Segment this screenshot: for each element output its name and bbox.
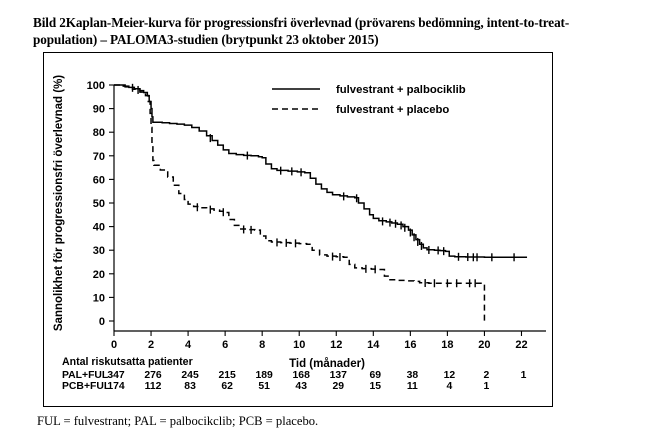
y-axis-tick-label: 80 (93, 127, 105, 139)
x-axis-tick-label: 10 (293, 339, 305, 351)
risk-table-cell: 15 (370, 381, 382, 392)
risk-table-row-label: PAL+FUL (62, 370, 109, 381)
legend-label-placebo: fulvestrant + placebo (336, 104, 449, 116)
risk-table-cell: 189 (256, 370, 274, 381)
x-axis-tick-label: 8 (259, 339, 265, 351)
y-axis-tick-label: 0 (99, 316, 105, 328)
risk-table-cell: 112 (145, 381, 162, 392)
y-axis-tick-label: 30 (93, 245, 105, 257)
risk-table-cell: 51 (258, 381, 270, 392)
chart-frame: 0 10 20 30 40 50 60 70 80 90 100 Sannolikhet för pr… (43, 52, 553, 407)
x-axis-tick-label: 0 (111, 339, 117, 351)
x-axis-tick-label: 16 (404, 339, 416, 351)
risk-table-cell: 137 (330, 370, 348, 381)
x-axis-tick-label: 2 (148, 339, 154, 351)
figure-footnote: FUL = fulvestrant; PAL = palbocikclib; P… (37, 414, 319, 428)
risk-table-cell: 11 (407, 381, 418, 392)
risk-table-cell: 4 (447, 381, 453, 392)
y-axis-title: Sannolikhet för progressionsfri överlevn… (53, 75, 65, 331)
risk-table-cell: 38 (407, 370, 419, 381)
risk-table-cell: 2 (484, 370, 490, 381)
y-axis-tick-label: 40 (93, 222, 105, 234)
risk-table-cell: 29 (332, 381, 344, 392)
x-axis-tick-label: 4 (185, 339, 192, 351)
risk-table-cell: 276 (144, 370, 162, 381)
risk-table-header: Antal riskutsatta patienter (62, 356, 193, 368)
y-axis-tick-label: 20 (93, 269, 105, 281)
y-axis-tick-label: 90 (93, 104, 105, 116)
figure-title: Bild 2Kaplan-Meier-kurva för progression… (33, 15, 570, 47)
x-axis-tick-label: 22 (515, 339, 527, 351)
risk-table-cell: 69 (370, 370, 382, 381)
x-axis-tick-label: 20 (478, 339, 490, 351)
y-axis-tick-label: 10 (93, 292, 105, 304)
risk-table-cell: 168 (293, 370, 311, 381)
y-axis-tick-label: 70 (93, 151, 105, 163)
x-axis-tick-label: 12 (330, 339, 342, 351)
risk-table-cell: 83 (184, 381, 196, 392)
risk-table-cell: 174 (107, 381, 125, 392)
risk-table-cell: 1 (521, 370, 527, 381)
x-axis-tick-label: 18 (441, 339, 453, 351)
risk-table-cell: 245 (181, 370, 199, 381)
legend-label-palbociclib: fulvestrant + palbociklib (336, 84, 466, 96)
y-axis-tick-label: 50 (93, 198, 105, 210)
y-axis-tick-label: 100 (87, 80, 105, 92)
km-curve-palbociclib (114, 84, 528, 259)
x-axis-tick-label: 14 (367, 339, 380, 351)
risk-table-cell: 62 (221, 381, 233, 392)
risk-table: Antal riskutsatta patienter PAL+FUL 347 276… (62, 356, 527, 392)
x-axis-tick-label: 6 (222, 339, 228, 351)
risk-table-cell: 347 (107, 370, 125, 381)
risk-table-cell: 215 (218, 370, 236, 381)
km-curve-placebo (114, 84, 486, 321)
y-axis-tick-label: 60 (93, 174, 105, 186)
x-axis-title: Tid (månader) (289, 358, 365, 370)
risk-table-cell: 43 (295, 381, 307, 392)
chart-legend: fulvestrant + palbociklib fulvestrant + p… (272, 84, 466, 116)
risk-table-cell: 12 (444, 370, 456, 381)
risk-table-cell: 1 (484, 381, 490, 392)
risk-table-row-label: PCB+FUL (62, 381, 111, 392)
